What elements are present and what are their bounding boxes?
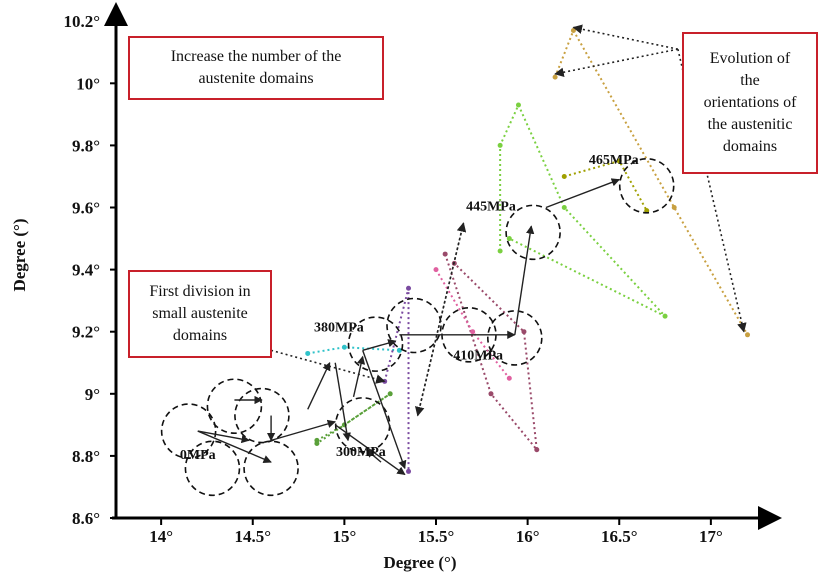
dotted-arrow [677, 48, 747, 333]
y-tick-label: 10.2° [63, 12, 100, 31]
x-tick-label: 16.5° [601, 527, 638, 546]
y-tick-label: 9° [85, 385, 100, 404]
arrow [197, 430, 272, 464]
annotation-line: austenite domains [198, 70, 314, 87]
annotation-line: the [740, 72, 760, 89]
data-point [662, 313, 668, 319]
arrows-layer [197, 24, 747, 476]
x-tick-label: 14° [149, 527, 173, 546]
y-axis-title: Degree (°) [10, 218, 29, 291]
annotation-first-division: First division in small austenite domain… [128, 270, 272, 358]
y-tick-label: 9.6° [72, 199, 100, 218]
data-point [488, 391, 494, 397]
y-tick-label: 9.4° [72, 261, 100, 280]
x-tick-label: 15.5° [418, 527, 455, 546]
annotation-line: orientations of [703, 94, 797, 111]
annotation-line: Evolution of [709, 50, 791, 67]
arrow [307, 361, 331, 410]
data-point [515, 102, 521, 108]
annotation-increase-domains: Increase the number of the austenite dom… [128, 36, 384, 100]
axes: 14° 14.5° 15° 15.5° 16° 16.5° 17° 8.6° 8.8° 9° 9.2… [63, 1, 782, 546]
dotted-arrow [572, 24, 679, 50]
data-point [521, 329, 527, 335]
y-tick-label: 9.8° [72, 136, 100, 155]
data-point [534, 447, 540, 453]
series-line [316, 392, 391, 445]
data-point [387, 391, 393, 397]
annotation-line: domains [722, 138, 778, 155]
series-line [499, 102, 666, 318]
data-point [506, 236, 512, 242]
data-point [616, 158, 622, 164]
arrow [362, 350, 407, 470]
series-line [307, 346, 400, 355]
stress-label: 445MPa [466, 200, 516, 215]
data-point [314, 440, 320, 446]
x-axis-title: Degree (°) [383, 553, 456, 572]
y-tick-label: 8.8° [72, 447, 100, 466]
data-point [305, 350, 311, 356]
arrow [545, 178, 621, 209]
annotation-line: domains [172, 327, 228, 344]
annotation-evolution: Evolution of the orientations of the aus… [682, 32, 818, 174]
arrow [270, 419, 337, 442]
arrow [197, 430, 250, 444]
data-point [745, 332, 751, 338]
x-tick-label: 15° [332, 527, 356, 546]
x-tick-label: 14.5° [234, 527, 271, 546]
dotted-arrow [554, 48, 679, 77]
stress-label: 0MPa [180, 448, 216, 463]
domain-circle [234, 387, 290, 444]
annotation-line: First division in [149, 283, 251, 300]
arrow [334, 362, 351, 442]
data-point [341, 344, 347, 350]
data-point [570, 28, 576, 34]
x-tick-label: 17° [699, 527, 723, 546]
domain-circle [347, 316, 404, 372]
domain-circle [386, 297, 442, 354]
data-point [497, 248, 503, 254]
domain-circle [160, 403, 217, 459]
data-point [470, 329, 476, 335]
y-tick-label: 9.2° [72, 323, 100, 342]
annotation-line: Increase the number of the [170, 48, 342, 65]
data-point [506, 375, 512, 381]
series-line [563, 159, 648, 212]
arrow [514, 225, 535, 335]
domain-circle [184, 440, 241, 497]
data-point [396, 347, 402, 353]
annotation-line: small austenite [152, 305, 248, 322]
stress-label: 465MPa [589, 153, 639, 168]
data-point [497, 142, 503, 148]
data-point [561, 205, 567, 211]
y-tick-label: 8.6° [72, 509, 100, 528]
annotation-line: the austenitic [707, 116, 793, 133]
series-line [435, 269, 511, 379]
data-point [406, 285, 412, 291]
arrow [362, 339, 397, 352]
data-point [406, 468, 412, 474]
series-line [554, 28, 749, 336]
stress-label: 410MPa [453, 349, 503, 364]
data-point [561, 173, 567, 179]
domain-circle [243, 440, 299, 497]
x-tick-label: 16° [516, 527, 540, 546]
y-tick-label: 10° [76, 74, 100, 93]
stress-label: 300MPa [336, 445, 386, 460]
series-layer [305, 28, 751, 474]
arrow [365, 449, 382, 463]
arrow [352, 355, 366, 398]
data-point [644, 208, 650, 214]
data-point [552, 74, 558, 80]
stress-label: 380MPa [314, 321, 364, 336]
domain-circle [486, 310, 543, 366]
stress-labels: 0MPa 300MPa 380MPa 410MPa 445MPa 465MPa [180, 153, 639, 463]
series-line [444, 253, 539, 453]
domain-circle [505, 204, 561, 261]
domain-circle [206, 378, 263, 435]
data-point [442, 251, 448, 257]
data-point [433, 267, 439, 273]
data-point [671, 205, 677, 211]
